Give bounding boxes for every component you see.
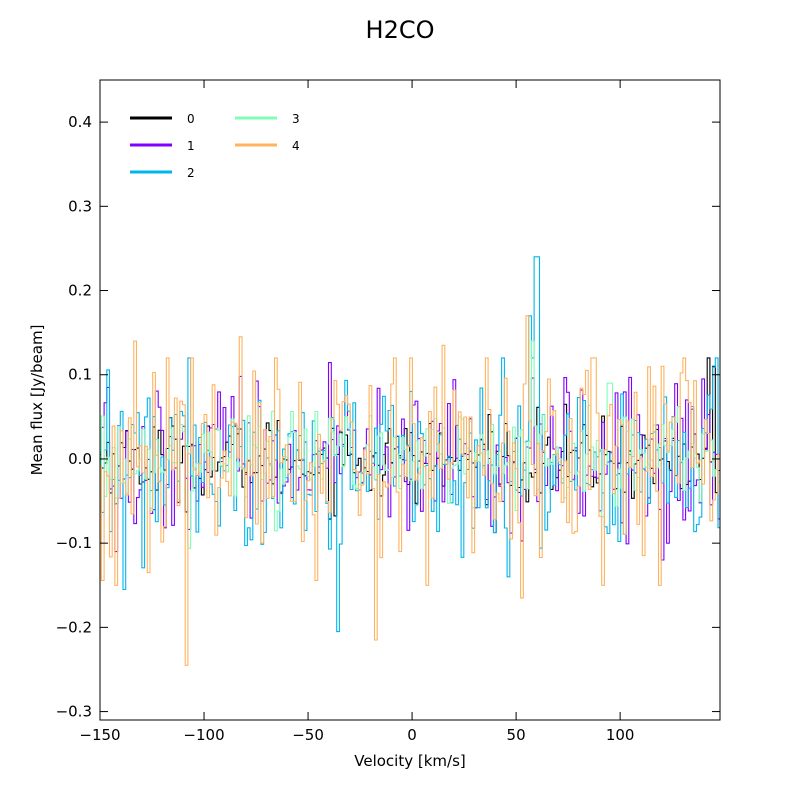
y-tick-label: 0.3	[68, 197, 92, 215]
series-3-line	[100, 340, 720, 549]
legend-label-2: 2	[187, 166, 195, 180]
legend-label-0: 0	[187, 112, 195, 126]
x-tick-label: 50	[507, 726, 526, 744]
x-tick-label: −100	[183, 726, 224, 744]
legend: 0 1 2 3 4	[130, 112, 300, 180]
y-tick-label: −0.2	[56, 618, 92, 636]
y-tick-label: −0.1	[56, 534, 92, 552]
y-axis-label: Mean flux [Jy/beam]	[28, 325, 46, 476]
chart-title: H2CO	[366, 16, 435, 44]
legend-label-3: 3	[292, 112, 300, 126]
legend-label-4: 4	[292, 139, 300, 153]
x-tick-label: 100	[606, 726, 635, 744]
y-tick-label: −0.3	[56, 703, 92, 721]
y-tick-label: 0.2	[68, 282, 92, 300]
y-tick-label: 0.0	[68, 450, 92, 468]
legend-label-1: 1	[187, 139, 195, 153]
y-tick-label: 0.4	[68, 113, 92, 131]
plot-frame	[99, 79, 721, 721]
x-tick-label: 0	[407, 726, 417, 744]
y-tick-label: 0.1	[68, 366, 92, 384]
series-4-line	[100, 315, 720, 666]
x-tick-label: −150	[79, 726, 120, 744]
x-axis-label: Velocity [km/s]	[354, 752, 465, 770]
x-tick-label: −50	[292, 726, 324, 744]
